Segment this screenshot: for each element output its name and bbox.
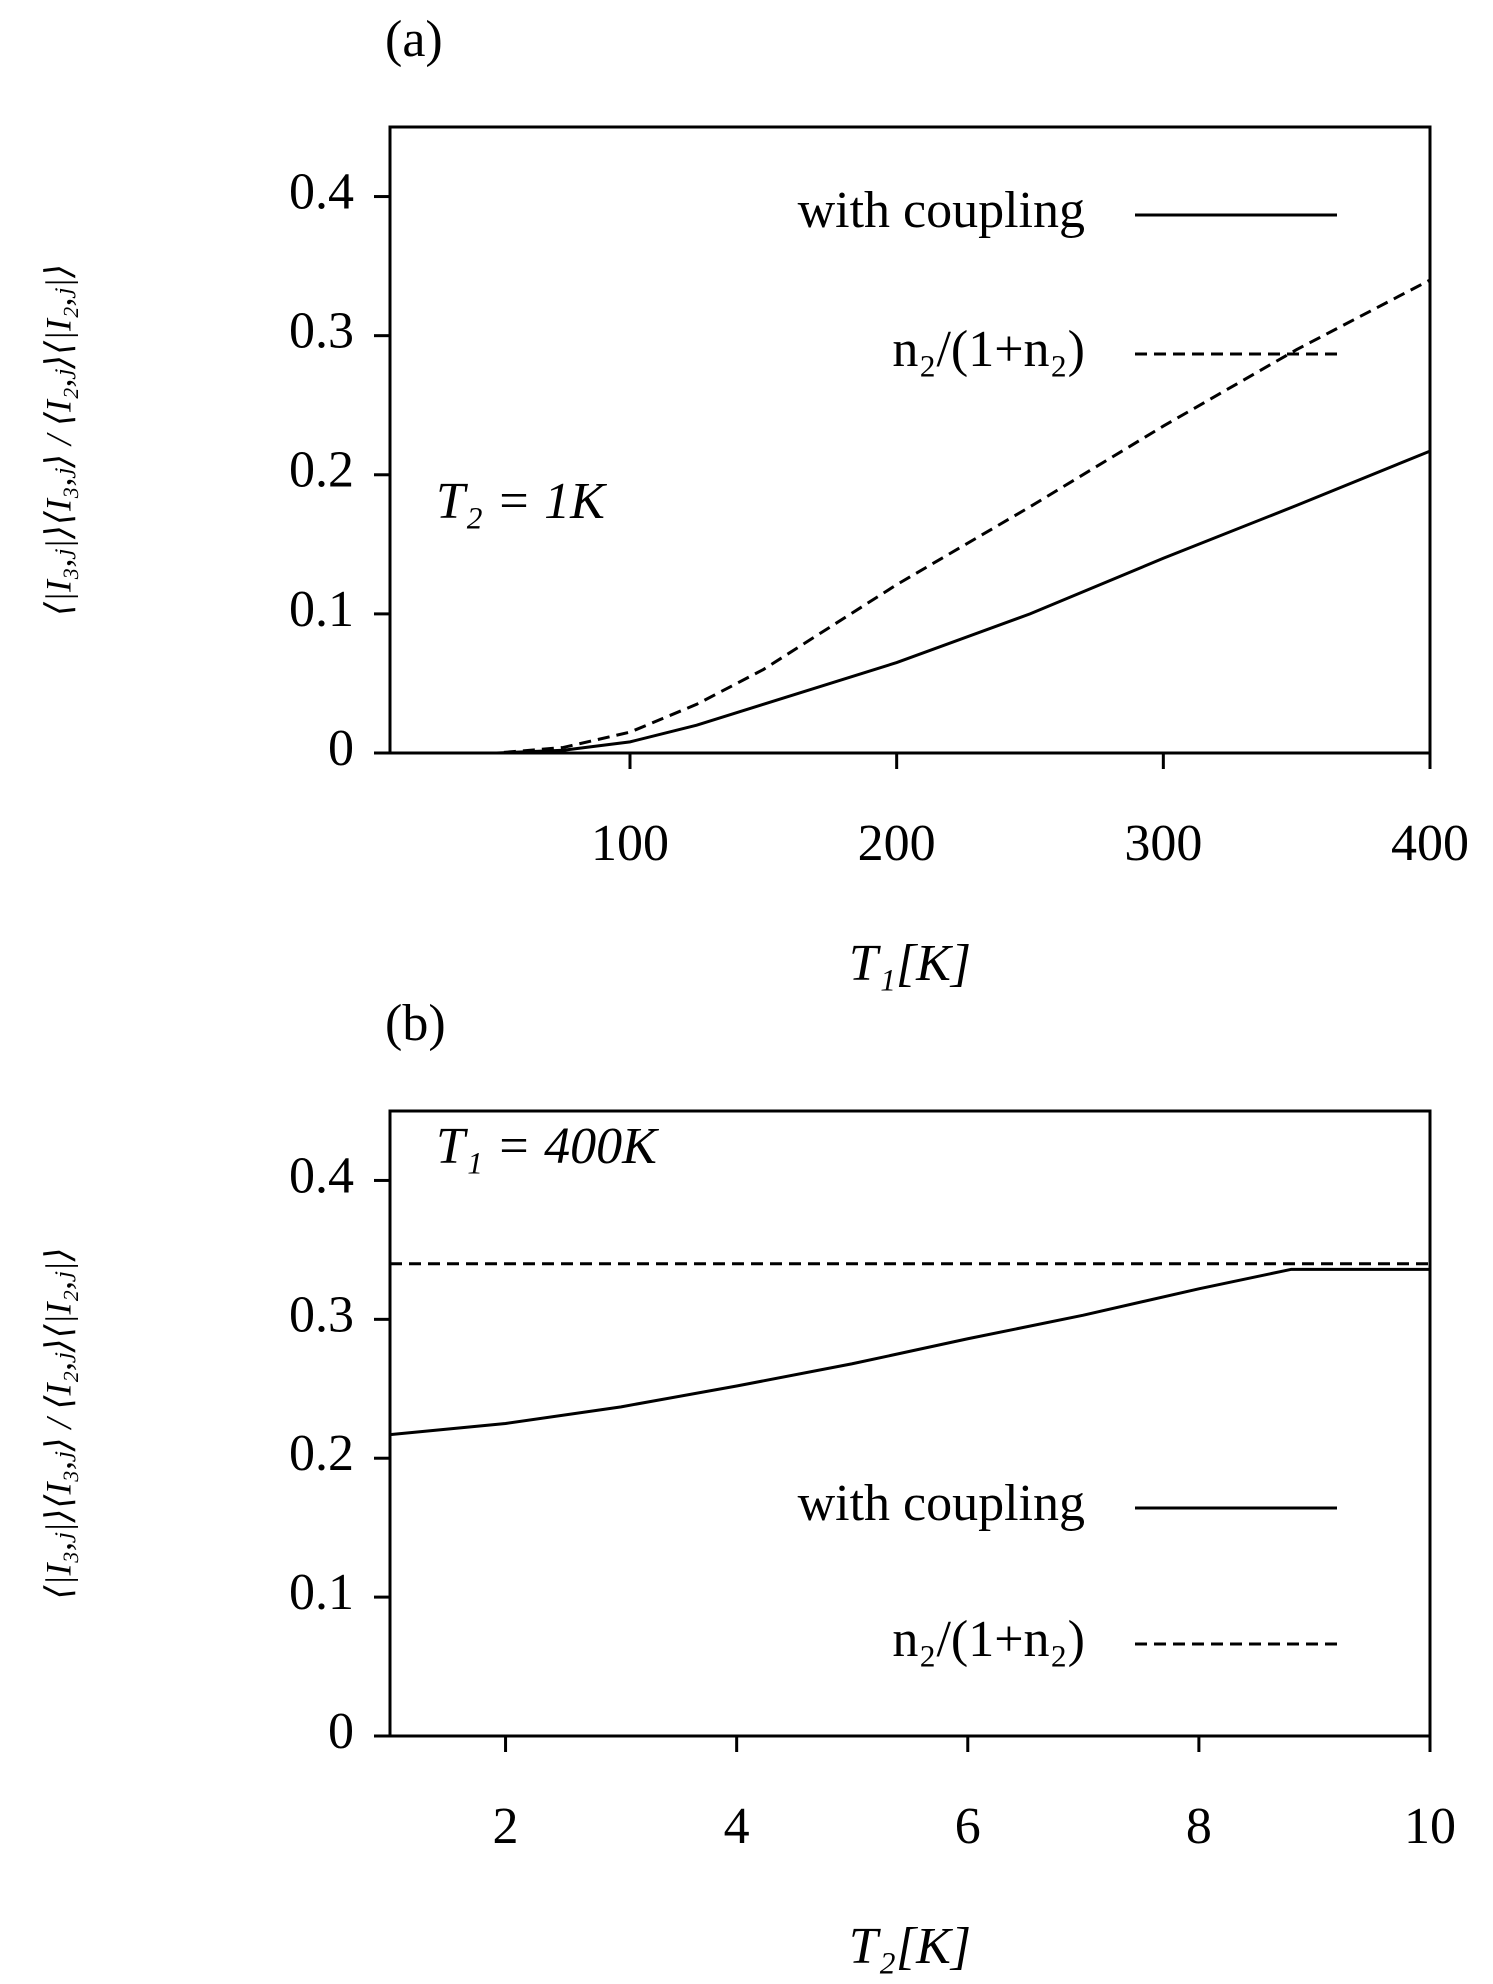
y-tick-label: 0.2 (289, 442, 354, 499)
y-tick-label: 0.4 (289, 163, 354, 220)
x-axis-label: T₁[K] (849, 935, 971, 992)
x-tick-label: 8 (1186, 1798, 1212, 1855)
y-tick-label: 0.3 (289, 1286, 354, 1343)
x-tick-label: 400 (1391, 815, 1469, 872)
plot-frame (388, 1109, 1432, 1738)
x-tick-label: 2 (493, 1798, 519, 1855)
legend-label: with coupling (798, 182, 1085, 239)
data-line (389, 1267, 1430, 1437)
y-tick-label: 0.4 (289, 1147, 354, 1204)
annotation: T₂ = 1K (436, 473, 607, 530)
y-tick-label: 0.3 (289, 303, 354, 360)
legend-label: n₂/(1+n₂) (892, 321, 1085, 378)
x-tick-label: 300 (1124, 815, 1202, 872)
annotation: T₁ = 400K (436, 1118, 659, 1175)
panel-label: (b) (385, 995, 446, 1052)
panel-label: (a) (385, 11, 443, 68)
y-axis-label: ⟨|I₃,ⱼ|⟩⟨I₃,ⱼ⟩ / ⟨I₂,ⱼ⟩⟨|I₂,ⱼ|⟩ (38, 264, 78, 616)
legend-label: with coupling (798, 1475, 1085, 1532)
x-tick-label: 6 (955, 1798, 981, 1855)
x-tick-label: 100 (591, 815, 669, 872)
x-tick-label: 10 (1404, 1798, 1456, 1855)
y-tick-label: 0 (328, 720, 354, 777)
y-tick-label: 0.1 (289, 1564, 354, 1621)
x-axis-label: T₂[K] (849, 1918, 971, 1975)
legend-label: n₂/(1+n₂) (892, 1611, 1085, 1668)
plot-frame (388, 125, 1432, 755)
y-axis-label: ⟨|I₃,ⱼ|⟩⟨I₃,ⱼ⟩ / ⟨I₂,ⱼ⟩⟨|I₂,ⱼ|⟩ (38, 1247, 78, 1599)
x-tick-label: 4 (724, 1798, 750, 1855)
y-tick-label: 0.1 (289, 581, 354, 638)
x-tick-label: 200 (858, 815, 936, 872)
data-line (390, 278, 1431, 755)
y-tick-label: 0.2 (289, 1425, 354, 1482)
y-tick-label: 0 (328, 1703, 354, 1760)
